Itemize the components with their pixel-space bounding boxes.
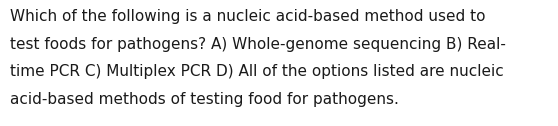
Text: time PCR C) Multiplex PCR D) All of the options listed are nucleic: time PCR C) Multiplex PCR D) All of the … — [10, 64, 504, 79]
Text: acid-based methods of testing food for pathogens.: acid-based methods of testing food for p… — [10, 92, 399, 107]
Text: test foods for pathogens? A) Whole-genome sequencing B) Real-: test foods for pathogens? A) Whole-genom… — [10, 37, 506, 52]
Text: Which of the following is a nucleic acid-based method used to: Which of the following is a nucleic acid… — [10, 9, 485, 24]
